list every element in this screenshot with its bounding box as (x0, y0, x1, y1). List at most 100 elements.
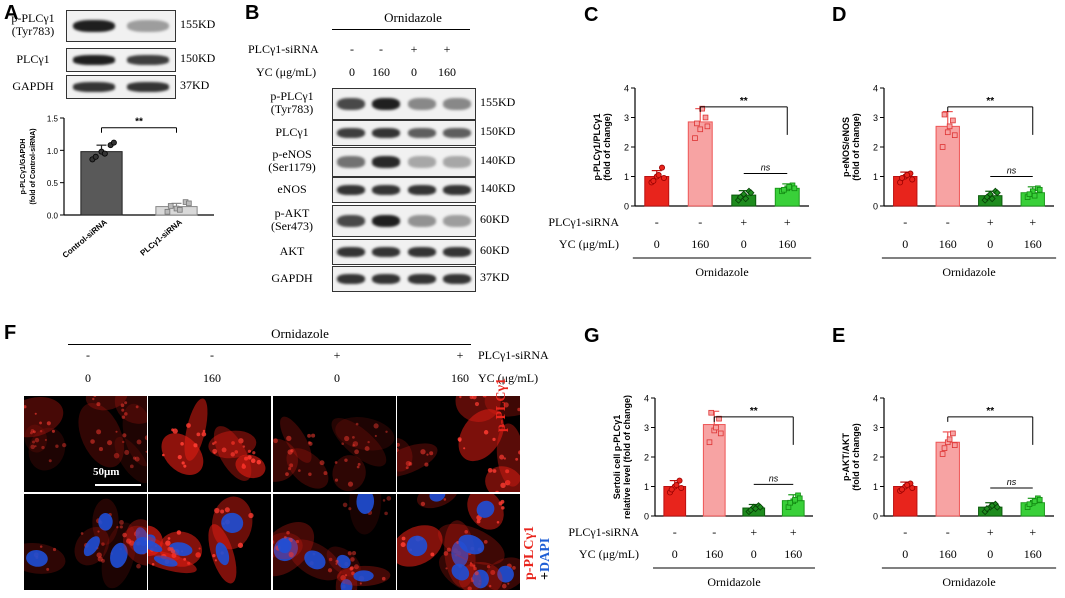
signal-speck (162, 453, 165, 457)
signal-speck (44, 438, 47, 442)
chart-e: 0 1 2 3 4 p-AKT/AKT(fold of change) ** ns - 0 - 160… (841, 394, 1057, 589)
signal-speck (62, 442, 67, 448)
dapi-nucleus (215, 542, 230, 566)
signal-speck (341, 442, 345, 446)
cell-signal (331, 417, 387, 467)
y-tick-label: 0 (644, 512, 649, 522)
blot-b-yc-value: 0 (411, 65, 417, 79)
signal-speck (181, 461, 185, 465)
signal-speck (90, 439, 95, 444)
data-point (713, 424, 719, 431)
group-sirna-value: + (1029, 215, 1036, 229)
group-sirna-value: + (1029, 525, 1036, 539)
signal-speck (237, 542, 244, 548)
bar (935, 125, 960, 207)
blot-b-kd-label: 60KD (480, 212, 510, 226)
data-point (781, 186, 787, 193)
data-point (988, 502, 996, 510)
panel-f-treatment-line (68, 344, 471, 345)
panel-f-sirna-label: PLCγ1-siRNA (478, 348, 549, 362)
y-axis-label: p-PLCγ1/PLCγ1(fold of change) (592, 113, 612, 181)
signal-speck (464, 530, 469, 534)
group-sirna-value: - (946, 525, 950, 539)
group-yc-value: 160 (939, 547, 957, 561)
blot-b-band (336, 127, 365, 139)
data-point (904, 482, 911, 489)
y-tick-label: 0 (873, 202, 878, 212)
blot-a-row-label-line: PLCγ1 (16, 51, 50, 66)
chart-a: 0.0 0.5 1.0 1.5 p-PLCγ1/GAPDH (fold of Contro… (20, 115, 214, 260)
cell-signal (161, 433, 204, 475)
signal-speck (51, 429, 55, 433)
signal-speck (32, 440, 36, 444)
group-sirna-value: + (740, 215, 747, 229)
data-point (993, 189, 1001, 197)
signal-speck (46, 421, 51, 426)
signal-speck (503, 402, 509, 408)
signal-speck (443, 551, 449, 556)
blot-b-band (372, 184, 401, 196)
panel-f-yc-value: 0 (85, 371, 91, 385)
y-tick-label: 2 (644, 453, 649, 463)
data-point (786, 184, 792, 190)
blot-b-row-label-line: (Ser1179) (268, 160, 316, 174)
signal-speck (400, 542, 406, 548)
data-point (898, 486, 905, 493)
data-point (167, 203, 174, 209)
signal-speck (248, 512, 254, 519)
cell-signal (85, 396, 128, 411)
signal-speck (471, 579, 474, 583)
signal-speck (429, 451, 434, 456)
data-point (1036, 186, 1043, 193)
signal-speck (334, 461, 338, 464)
dapi-nucleus (406, 535, 428, 557)
group-sirna-value: - (903, 215, 907, 229)
group-yc-value: 0 (902, 237, 908, 251)
signal-speck (193, 443, 198, 448)
signal-speck (476, 519, 481, 524)
group-yc-value: 0 (741, 237, 747, 251)
blot-b-row-label: p-AKT (Ser473) (256, 207, 328, 233)
dapi-nucleus (153, 555, 178, 567)
signal-speck (116, 526, 119, 529)
y-tick-label: 2 (624, 143, 629, 153)
cell-signal (114, 436, 147, 484)
dapi-nucleus (336, 554, 351, 569)
significance-label: ** (986, 96, 994, 107)
signal-speck (256, 459, 262, 465)
group-sirna-value: - (698, 215, 702, 229)
signal-speck (231, 441, 235, 445)
signal-speck (467, 586, 472, 590)
signal-speck (347, 481, 354, 487)
signal-speck (505, 469, 510, 474)
panel-f-yc-value: 160 (451, 371, 469, 385)
blot-a-row-label: PLCγ1 (2, 51, 64, 66)
dapi-nucleus (83, 536, 100, 557)
blot-a-row-label: p-PLCγ1 (Tyr783) (2, 12, 64, 38)
data-point (951, 132, 958, 139)
data-point (747, 189, 755, 197)
blot-b-band (407, 184, 436, 196)
dapi-nucleus (458, 534, 485, 555)
blot-b-kd-label: 60KD (480, 243, 510, 257)
group-yc-value: 0 (987, 237, 993, 251)
y-axis-label: p-AKT/AKT(fold of change) (841, 423, 861, 491)
signal-speck (408, 462, 413, 466)
data-point (941, 111, 948, 118)
signal-speck (474, 571, 479, 576)
data-point (939, 451, 946, 457)
y-tick-label: 1 (624, 172, 629, 182)
blot-a-row-label-line: GAPDH (12, 78, 54, 93)
signal-speck (385, 430, 388, 434)
blot-b-row-label-line: (Ser473) (271, 219, 313, 233)
signal-speck (55, 444, 59, 448)
data-point (708, 409, 715, 416)
blot-b-treatment-line (332, 29, 470, 30)
group-yc-value: 0 (751, 547, 757, 561)
blot-b-kd-label: 140KD (480, 181, 516, 195)
y-axis-label-line: p-eNOS/eNOS (841, 117, 851, 177)
signal-speck (492, 469, 497, 473)
signal-speck (242, 445, 246, 448)
signal-speck (286, 435, 292, 442)
signal-speck (214, 507, 220, 514)
